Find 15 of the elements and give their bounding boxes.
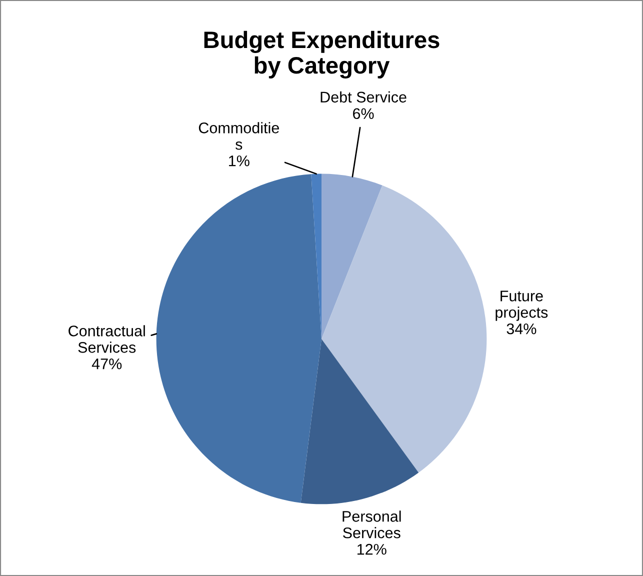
data-label: 47% (92, 358, 122, 370)
data-label: 6% (353, 108, 374, 120)
pie-slice (322, 174, 382, 339)
pie-slice (156, 174, 322, 503)
pie-slice (300, 338, 419, 504)
pie-slice (322, 185, 487, 473)
data-label: 34% (506, 323, 536, 334)
slice-label: Contractual Services (68, 325, 145, 353)
data-label: 1% (229, 156, 250, 166)
slice-label: Commoditie s (198, 122, 279, 150)
slice-label: Future projects (496, 290, 548, 321)
chart-title: Budget Expenditures by Category (204, 30, 440, 79)
data-label: 12% (357, 544, 386, 555)
slice-label: Personal Services (342, 510, 401, 538)
slice-label: Debt Service (320, 91, 406, 103)
